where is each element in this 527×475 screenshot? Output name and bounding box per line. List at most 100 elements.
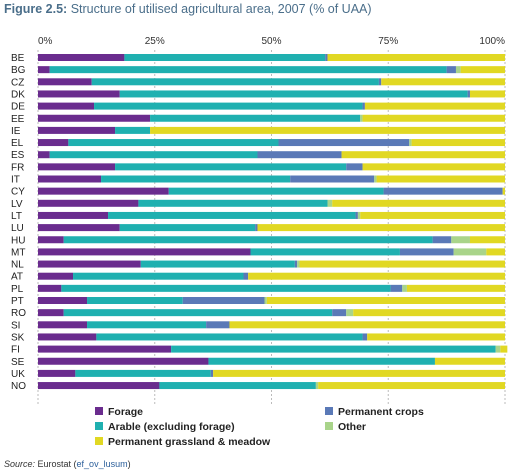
bar-segment-permanent_crops xyxy=(243,272,249,280)
bar-segment-other xyxy=(346,309,354,317)
bar-segment-permanent_crops xyxy=(290,175,375,183)
bar-segment-other xyxy=(315,382,319,390)
bar-segment-forage xyxy=(38,199,139,207)
bar-segment-arable xyxy=(124,54,326,61)
bar-segment-permanent_crops xyxy=(257,151,342,159)
bar-segment-permanent_crops xyxy=(182,297,265,304)
bar-segment-grassland xyxy=(367,333,505,341)
bar-segment-arable xyxy=(75,369,211,377)
bar-segment-permanent_crops xyxy=(399,248,454,256)
bar-segment-forage xyxy=(38,163,116,171)
bar-segment-arable xyxy=(140,260,295,268)
bar-segment-other xyxy=(360,114,363,122)
bar-segment-arable xyxy=(159,382,316,390)
bar-segment-grassland xyxy=(299,260,505,268)
bar-segment-forage xyxy=(38,357,209,365)
legend-swatch-permanent-crops xyxy=(325,407,333,416)
y-tick-label: BE xyxy=(11,53,25,64)
legend-label-grassland: Permanent grassland & meadow xyxy=(108,436,271,448)
bar-segment-permanent_crops xyxy=(325,54,328,61)
y-tick-label: UK xyxy=(11,369,25,380)
legend-label-permanent-crops: Permanent crops xyxy=(338,406,424,418)
bar-segment-arable xyxy=(63,236,433,244)
bar-segment-arable xyxy=(61,284,391,292)
x-tick-label: 50% xyxy=(261,36,281,47)
bar-segment-arable xyxy=(171,345,496,353)
bar-segment-forage xyxy=(38,248,251,256)
legend-swatch-forage xyxy=(95,407,103,416)
bar-segment-arable xyxy=(63,309,333,317)
y-tick-label: NO xyxy=(11,381,26,392)
bar-segment-forage xyxy=(38,187,169,195)
x-tick-label: 75% xyxy=(378,36,398,47)
figure-title: Structure of utilised agricultural area,… xyxy=(70,2,372,16)
bar-segment-other xyxy=(409,139,412,147)
legend-item-grassland: Permanent grassland & meadow xyxy=(95,436,270,448)
bar-segment-grassland xyxy=(257,224,505,232)
bar-segment-arable xyxy=(250,248,400,256)
source-prefix: Source: xyxy=(4,459,38,469)
bar-segment-permanent_crops xyxy=(210,369,214,377)
bar-segment-grassland xyxy=(502,187,505,195)
bar-segment-permanent_crops xyxy=(355,211,358,219)
y-tick-label: IE xyxy=(11,126,21,137)
y-tick-label: EL xyxy=(11,138,24,149)
y-tick-label: DE xyxy=(11,102,25,113)
bar-segment-forage xyxy=(38,321,88,329)
y-tick-label: NL xyxy=(11,260,24,271)
bar-segment-permanent_crops xyxy=(294,260,298,268)
bar-segment-grassland xyxy=(362,163,505,171)
bar-segment-forage xyxy=(38,309,64,317)
bar-segment-permanent_crops xyxy=(378,78,382,86)
bar-segment-permanent_crops xyxy=(346,163,363,171)
bar-segment-grassland xyxy=(362,114,505,122)
bar-segment-grassland xyxy=(229,321,505,329)
source-suffix: ) xyxy=(127,459,131,469)
y-tick-label: LU xyxy=(11,223,24,234)
bar-segment-arable xyxy=(119,224,256,232)
bar-segment-arable xyxy=(49,66,447,74)
bar-segment-grassland xyxy=(434,357,505,365)
legend-item-arable: Arable (excluding forage) xyxy=(95,421,235,433)
bar-segment-arable xyxy=(108,211,356,219)
legend-swatch-arable xyxy=(95,422,103,431)
bar-segment-arable xyxy=(87,321,207,329)
bar-segment-other xyxy=(297,260,300,268)
bar-segment-permanent_crops xyxy=(432,236,452,244)
y-tick-label: FR xyxy=(11,162,24,173)
bar-segment-arable xyxy=(138,199,328,207)
bar-segment-grassland xyxy=(318,382,505,390)
bar-segment-other xyxy=(357,211,361,219)
y-tick-label: IT xyxy=(11,175,20,186)
legend-label-forage: Forage xyxy=(108,406,144,418)
source-link[interactable]: ef_ov_lusum xyxy=(76,459,128,469)
bar-segment-permanent_crops xyxy=(383,187,503,195)
bar-segment-forage xyxy=(38,66,50,74)
bar-segment-other xyxy=(453,248,487,256)
bar-segment-forage xyxy=(38,175,102,183)
bar-segment-grassland xyxy=(500,345,508,353)
bar-segment-forage xyxy=(38,260,141,268)
bar-segment-grassland xyxy=(341,151,505,159)
bar-segment-grassland xyxy=(332,199,505,207)
bar-segment-arable xyxy=(94,102,363,110)
bar-segment-other xyxy=(402,284,407,292)
bar-segment-forage xyxy=(38,224,120,232)
bar-segment-grassland xyxy=(486,248,505,256)
bar-segment-arable xyxy=(115,126,151,134)
bar-segment-permanent_crops xyxy=(390,284,403,292)
y-tick-label: EE xyxy=(11,114,25,125)
x-tick-label: 100% xyxy=(479,36,505,47)
bar-segment-permanent_crops xyxy=(362,102,365,110)
bar-segment-grassland xyxy=(376,175,505,183)
bar-segment-grassland xyxy=(381,78,505,86)
legend-label-arable: Arable (excluding forage) xyxy=(108,421,235,433)
bar-segment-permanent_crops xyxy=(332,309,347,317)
bar-segment-grassland xyxy=(469,90,505,98)
bar-segment-grassland xyxy=(327,54,505,61)
bar-segment-permanent_crops xyxy=(278,139,410,147)
y-tick-label: ES xyxy=(11,150,25,161)
bar-segment-other xyxy=(327,199,333,207)
bar-segment-arable xyxy=(168,187,384,195)
bar-segment-arable xyxy=(73,272,244,280)
